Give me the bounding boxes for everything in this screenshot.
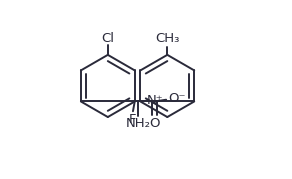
Text: NH₂: NH₂ (126, 117, 151, 130)
Text: CH₃: CH₃ (155, 32, 180, 45)
Text: O: O (149, 117, 160, 130)
Text: N⁺: N⁺ (146, 94, 163, 107)
Text: Cl: Cl (101, 32, 114, 45)
Text: O⁻: O⁻ (168, 92, 185, 105)
Text: F: F (128, 113, 136, 126)
